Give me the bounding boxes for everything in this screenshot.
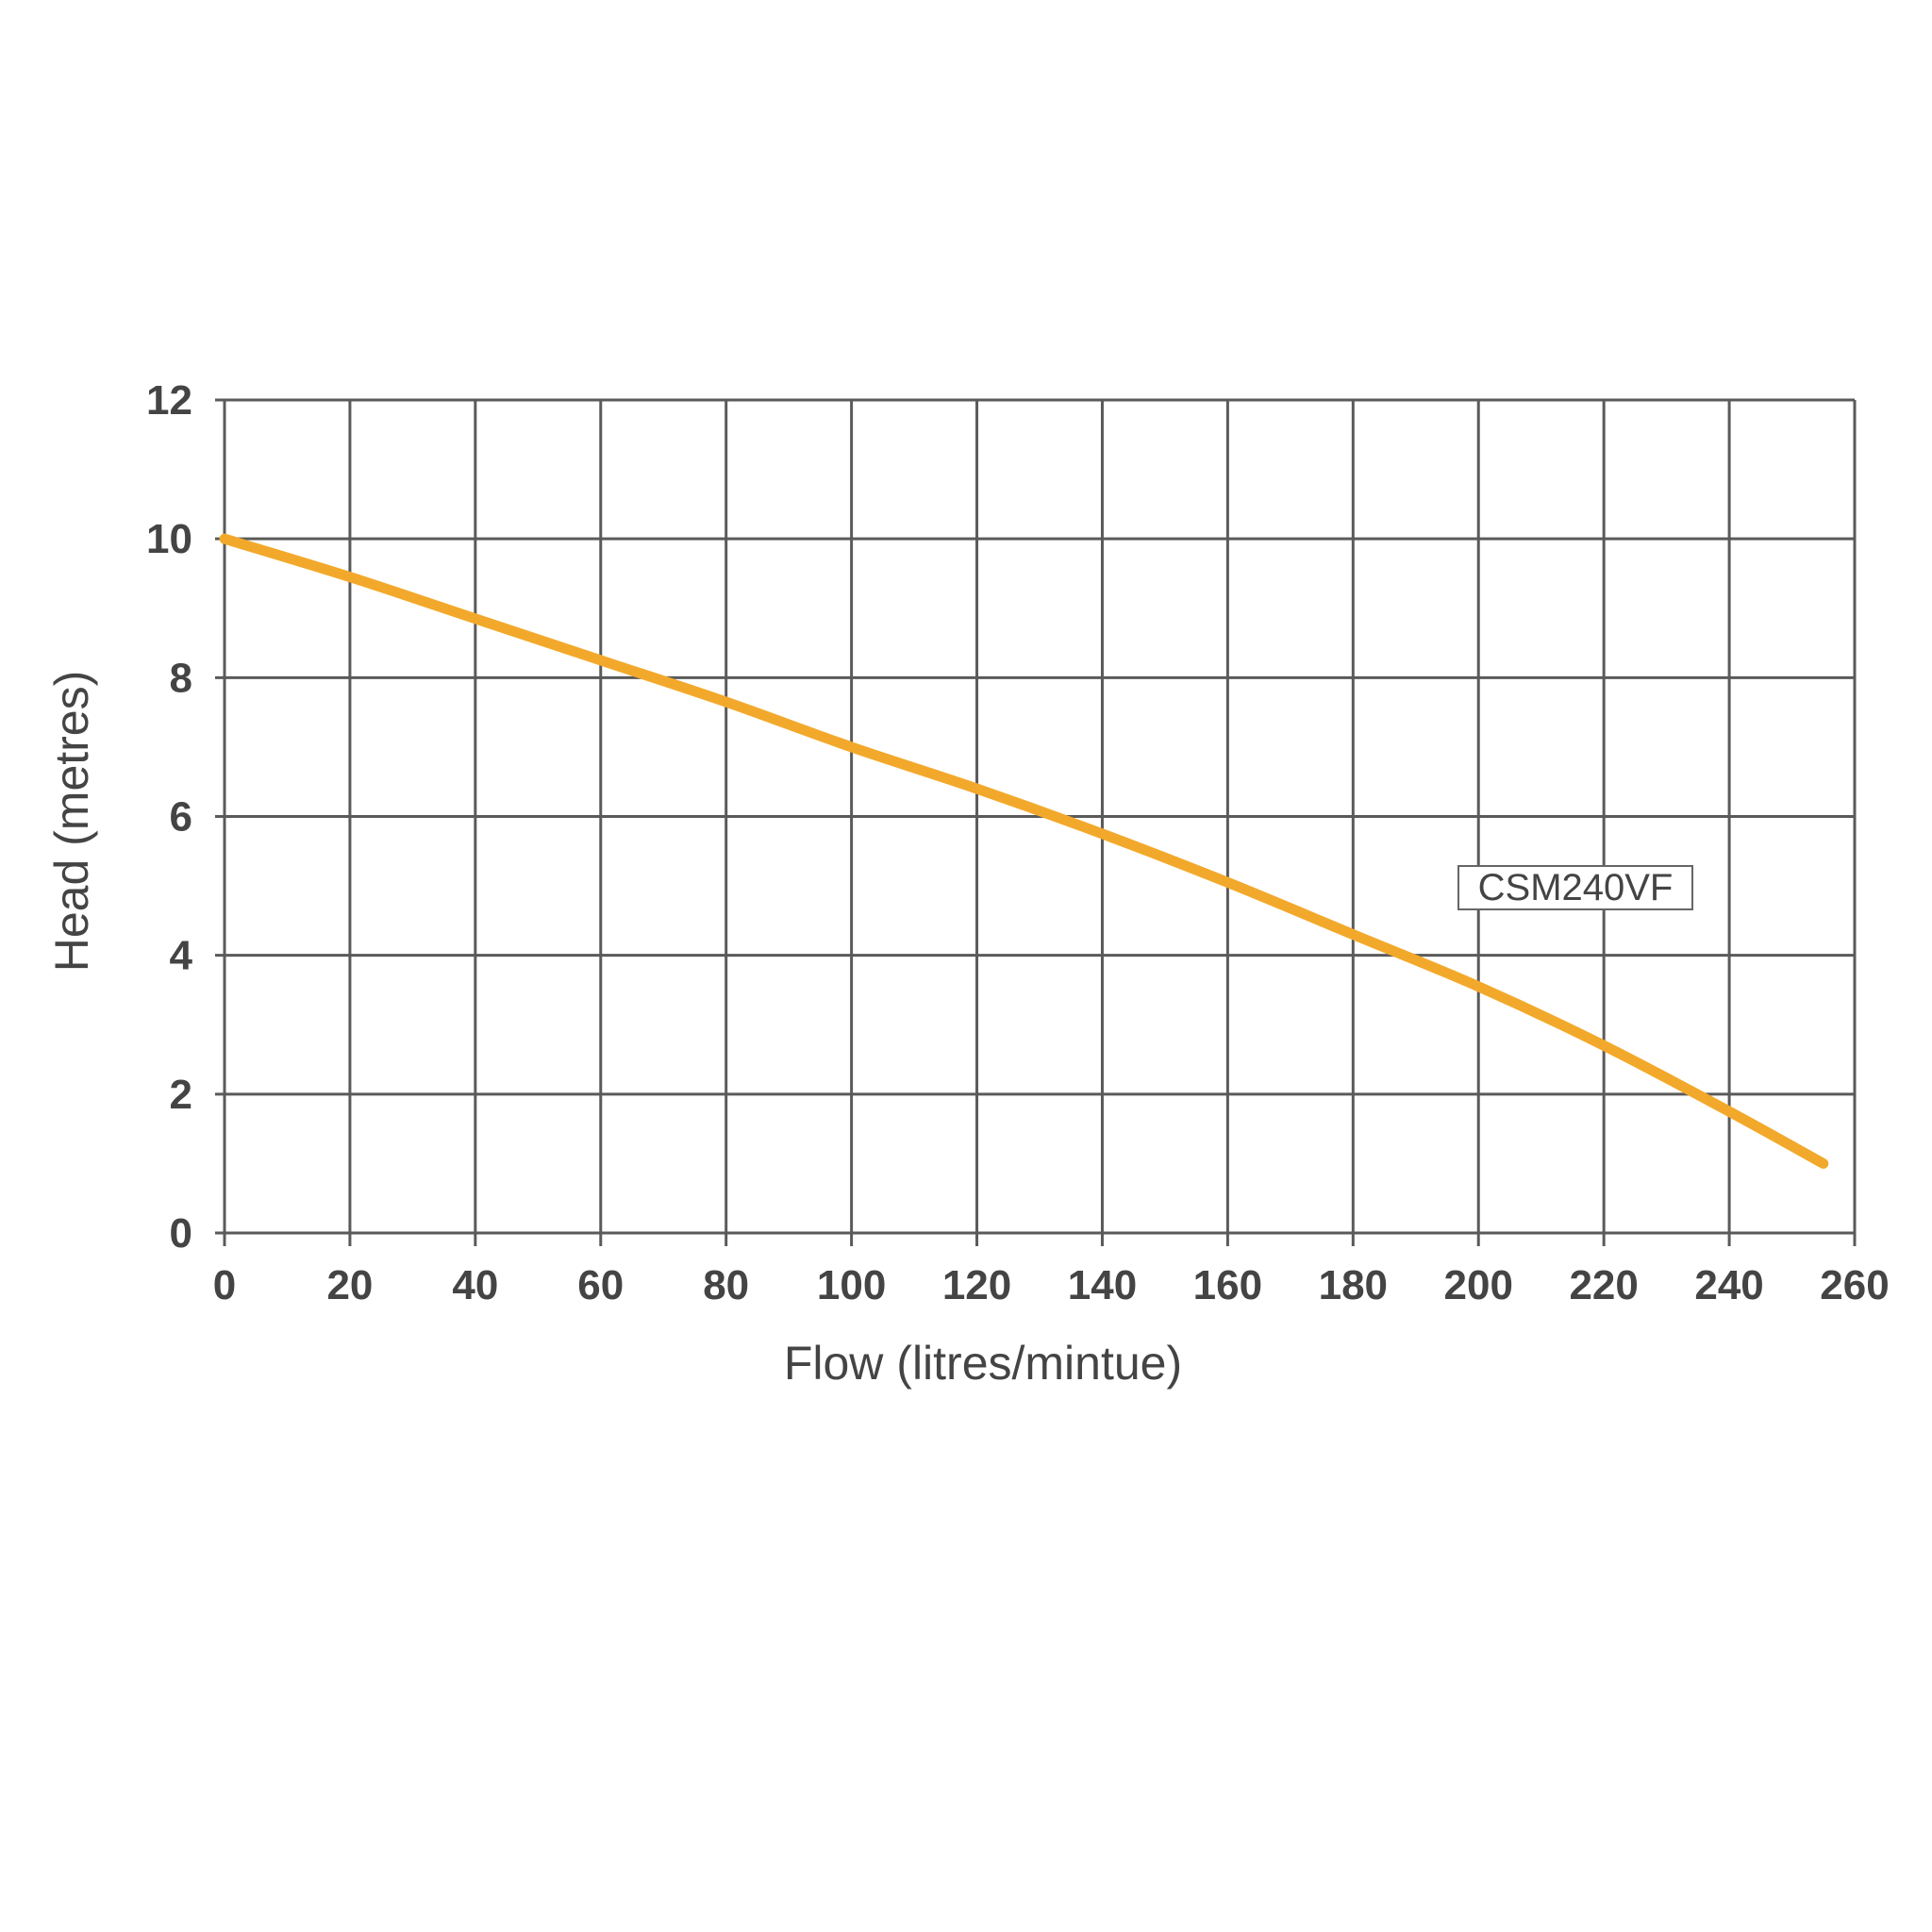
y-tick-label: 6 [170,794,192,841]
x-tick-label: 40 [452,1262,498,1308]
x-tick-label: 140 [1068,1262,1137,1308]
series-label: CSM240VF [1457,865,1693,910]
x-tick-label: 220 [1569,1262,1638,1308]
x-tick-label: 260 [1820,1262,1889,1308]
x-tick-label: 200 [1444,1262,1513,1308]
tick-label-layer: 0 20 40 60 80 100 120 140 160 180 200 220 240 260 0 2 4 6… [146,377,1890,1308]
y-tick-label: 0 [170,1210,192,1257]
y-axis-title: Head (metres) [45,671,98,973]
x-tick-label: 100 [817,1262,886,1308]
x-tick-label: 60 [577,1262,624,1308]
series-label-box [1457,865,1693,910]
x-tick-label: 160 [1193,1262,1262,1308]
y-tick-label: 4 [170,933,193,979]
y-tick-label: 10 [146,516,192,562]
grid-layer [215,398,1857,1246]
x-axis-title: Flow (litres/mintue) [784,1337,1182,1390]
y-tick-label: 12 [146,377,192,424]
y-tick-label: 2 [170,1072,192,1118]
series-label-text: CSM240VF [1478,867,1674,908]
curve-layer [219,533,1829,1169]
series-line [219,533,1829,1169]
x-tick-label: 20 [326,1262,373,1308]
x-tick-label: 80 [703,1262,749,1308]
x-tick-label: 0 [213,1262,236,1308]
x-tick-label: 120 [942,1262,1011,1308]
x-tick-label: 240 [1694,1262,1763,1308]
y-tick-label: 8 [170,655,192,701]
x-tick-label: 180 [1319,1262,1388,1308]
